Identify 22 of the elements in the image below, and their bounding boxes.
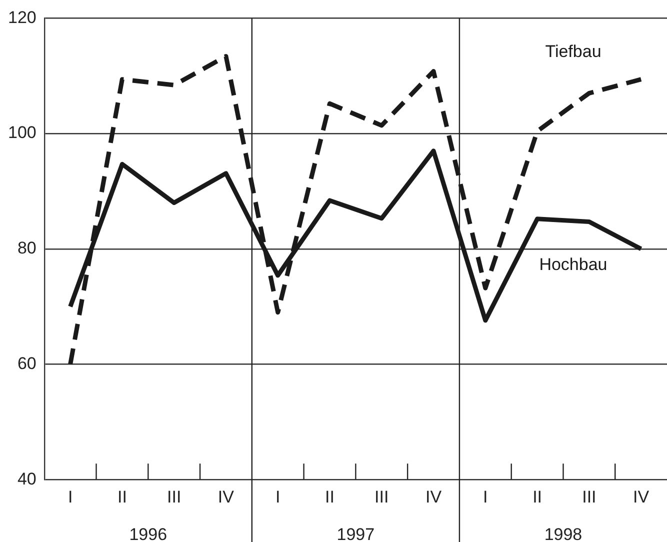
x-tick-label: I (68, 487, 73, 506)
x-tick-label: III (582, 487, 596, 506)
y-tick-label: 80 (17, 238, 36, 258)
y-tick-label: 40 (17, 469, 36, 488)
x-tick-label: IV (218, 487, 235, 506)
y-tick-label: 100 (8, 123, 36, 142)
x-tick-label: II (532, 487, 542, 506)
x-tick-label: I (483, 487, 488, 506)
text: 1997 (336, 525, 375, 542)
x-tick-label: I (275, 487, 280, 506)
x-tick-label: IV (425, 487, 442, 506)
series-label: Tiefbau (545, 42, 602, 62)
text: 1998 (544, 525, 582, 542)
text: 1996 (129, 525, 168, 542)
y-tick-label: 60 (17, 354, 36, 373)
series-label: Hochbau (539, 254, 608, 274)
x-tick-label: II (325, 487, 334, 506)
y-tick-label: 120 (8, 8, 36, 27)
x-tick-label: IV (633, 487, 650, 506)
x-tick-label: III (374, 487, 389, 506)
x-tick-label: II (117, 487, 127, 506)
x-tick-label: III (166, 487, 182, 506)
